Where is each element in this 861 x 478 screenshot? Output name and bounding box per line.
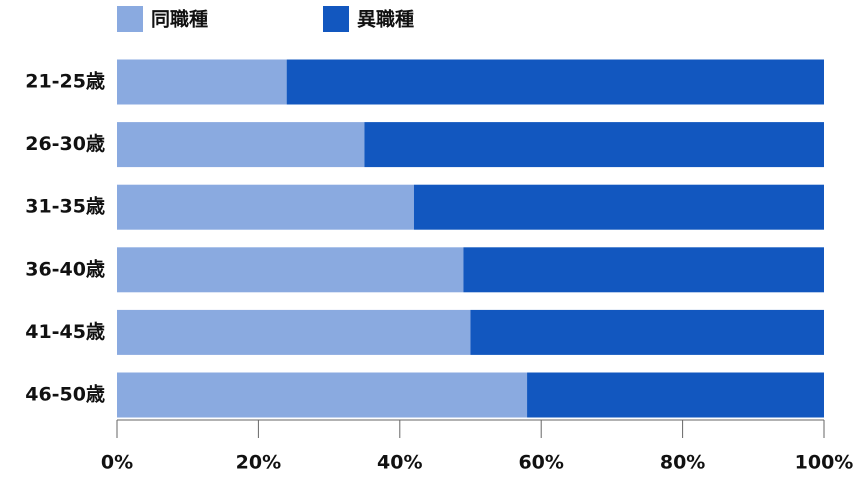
- legend-swatch: [117, 6, 143, 32]
- x-tick-label: 20%: [236, 452, 281, 474]
- bar-segment: [286, 59, 824, 105]
- x-tick-label: 0%: [101, 452, 133, 474]
- y-tick-label: 31-35歳: [25, 196, 105, 218]
- y-tick-label: 46-50歳: [25, 384, 105, 406]
- bar-segment: [117, 184, 414, 230]
- x-tick-label: 60%: [518, 452, 563, 474]
- y-tick-label: 36-40歳: [25, 258, 105, 280]
- bar-segment: [527, 372, 824, 418]
- bar-segment: [117, 372, 528, 418]
- bar-segment: [117, 59, 287, 105]
- y-tick-label: 41-45歳: [25, 321, 105, 343]
- bar-segment: [117, 309, 471, 355]
- x-tick-label: 40%: [377, 452, 422, 474]
- legend-label: 同職種: [151, 8, 208, 31]
- legend-label: 異職種: [357, 8, 414, 31]
- y-tick-label: 21-25歳: [25, 71, 105, 93]
- bar-segment: [470, 309, 824, 355]
- bar-segment: [364, 122, 824, 168]
- y-tick-label: 26-30歳: [25, 133, 105, 155]
- legend-swatch: [323, 6, 349, 32]
- bar-segment: [413, 184, 824, 230]
- bar-segment: [463, 247, 824, 293]
- x-tick-label: 100%: [795, 452, 854, 474]
- bar-segment: [117, 247, 464, 293]
- bar-segment: [117, 122, 365, 168]
- x-tick-label: 80%: [660, 452, 705, 474]
